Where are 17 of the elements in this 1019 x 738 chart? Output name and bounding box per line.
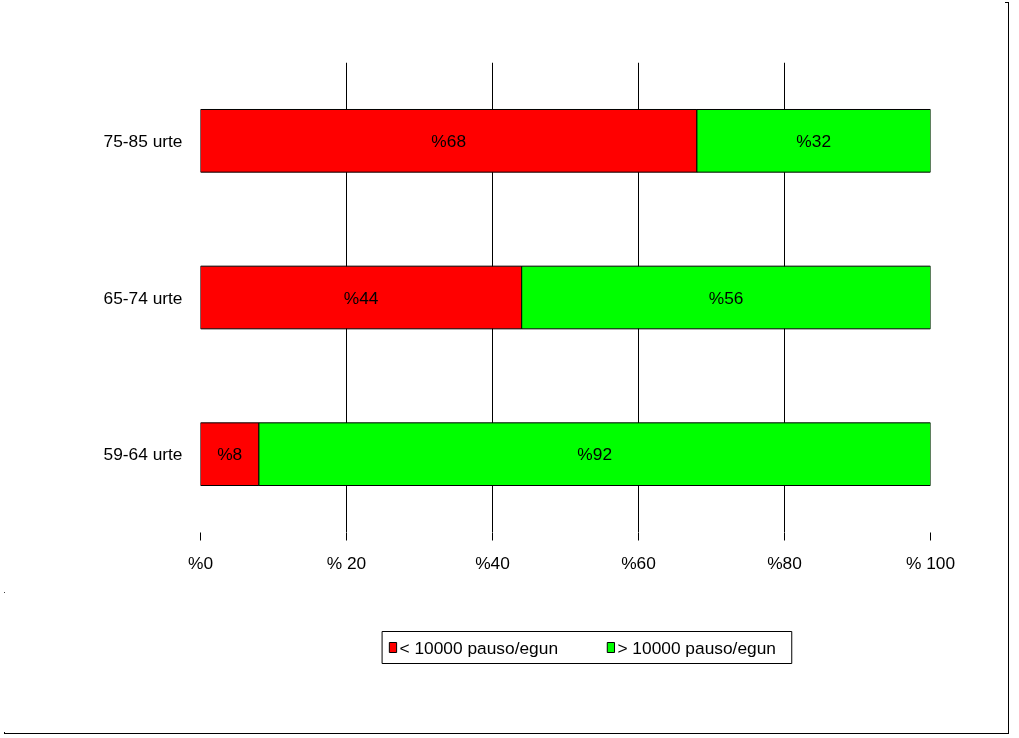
data-label: %32 (796, 130, 832, 151)
x-tick-label: %60 (621, 552, 656, 573)
x-tick-label: % 100 (905, 552, 956, 573)
x-tick-label: %40 (475, 552, 510, 573)
data-label: %68 (431, 130, 467, 151)
legend-label: < 10000 pauso/egun (399, 637, 559, 658)
data-label: %44 (343, 287, 379, 308)
x-tick-label: % 20 (326, 552, 367, 573)
y-tick-label: 59-64 urte (103, 444, 183, 465)
data-label: %92 (577, 444, 613, 465)
y-tick-label: 75-85 urte (103, 130, 183, 151)
y-tick-label: 65-74 urte (103, 287, 183, 308)
data-label: %56 (708, 287, 744, 308)
data-label: %8 (217, 444, 243, 465)
x-tick-label: %0 (187, 552, 214, 573)
legend-label: > 10000 pauso/egun (617, 637, 776, 658)
x-tick-label: %80 (767, 552, 802, 573)
